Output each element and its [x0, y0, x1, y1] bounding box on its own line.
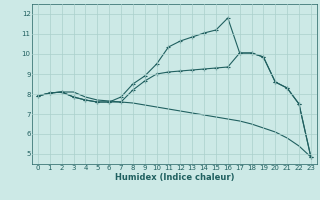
X-axis label: Humidex (Indice chaleur): Humidex (Indice chaleur): [115, 173, 234, 182]
